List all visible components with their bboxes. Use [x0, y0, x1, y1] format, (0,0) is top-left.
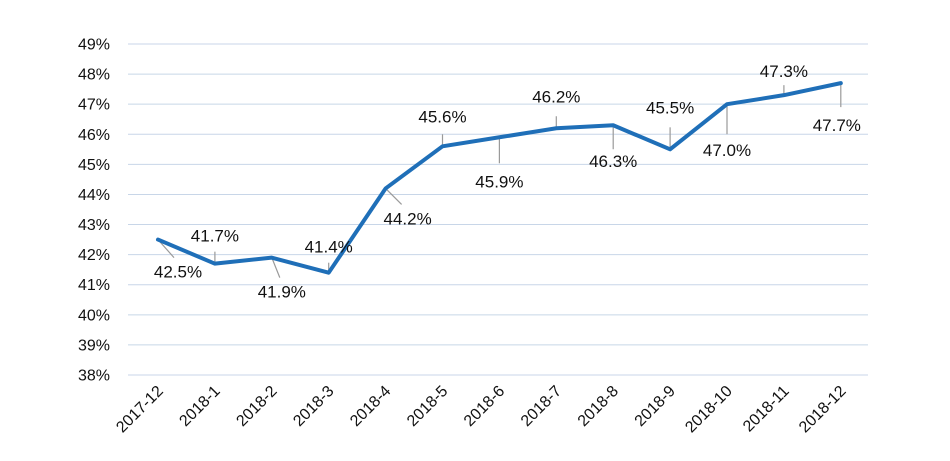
x-tick-label: 2018-9	[632, 383, 679, 430]
y-tick-label: 39%	[78, 337, 110, 354]
x-tick-label: 2017-12	[113, 383, 167, 437]
y-tick-label: 42%	[78, 247, 110, 264]
data-label: 47.3%	[760, 62, 808, 81]
data-label: 46.3%	[589, 152, 637, 171]
data-label: 45.9%	[475, 172, 523, 191]
data-labels: 42.5% 41.7% 41.9% 41.4% 44.2% 45.6% 45.9% 46.2%…	[154, 62, 861, 301]
y-tick-label: 46%	[78, 127, 110, 144]
y-tick-label: 44%	[78, 187, 110, 204]
data-label: 47.7%	[813, 116, 861, 135]
y-axis-ticks: 38% 39% 40% 41% 42% 43% 44% 45% 46% 47% 48% 49%	[78, 37, 110, 385]
x-tick-label: 2018-12	[796, 383, 850, 437]
y-tick-label: 48%	[78, 67, 110, 84]
series-line	[156, 81, 843, 275]
y-tick-label: 38%	[78, 368, 110, 385]
gridlines	[128, 43, 868, 376]
x-tick-label: 2018-6	[461, 383, 508, 430]
y-tick-label: 45%	[78, 157, 110, 174]
label-leader-lines	[157, 83, 842, 278]
data-label: 41.4%	[305, 238, 353, 257]
label-leader-line	[385, 188, 403, 205]
x-tick-label: 2018-5	[404, 383, 451, 430]
data-label: 46.2%	[532, 87, 580, 106]
y-tick-label: 47%	[78, 97, 110, 114]
series-line-layer	[156, 81, 843, 275]
x-tick-label: 2018-8	[575, 383, 622, 430]
y-tick-label: 40%	[78, 307, 110, 324]
data-label: 45.6%	[418, 107, 466, 126]
data-label: 47.0%	[703, 141, 751, 160]
x-tick-label: 2018-10	[682, 383, 736, 437]
x-tick-label: 2018-3	[290, 383, 337, 430]
x-tick-label: 2018-4	[347, 383, 394, 430]
y-tick-label: 41%	[78, 277, 110, 294]
x-tick-label: 2018-2	[233, 383, 280, 430]
y-tick-label: 49%	[78, 37, 110, 54]
x-tick-label: 2018-11	[740, 383, 793, 436]
data-label: 42.5%	[154, 263, 202, 282]
label-leader-line	[271, 257, 281, 278]
data-label: 41.9%	[258, 283, 306, 302]
y-tick-label: 43%	[78, 217, 110, 234]
x-tick-label: 2018-7	[518, 383, 565, 430]
x-axis-ticks: 2017-12 2018-1 2018-2 2018-3 2018-4 2018-5 201…	[113, 383, 849, 437]
data-label: 41.7%	[191, 227, 239, 246]
data-label: 44.2%	[383, 209, 431, 228]
data-label: 45.5%	[646, 98, 694, 117]
x-tick-label: 2018-1	[176, 383, 223, 430]
